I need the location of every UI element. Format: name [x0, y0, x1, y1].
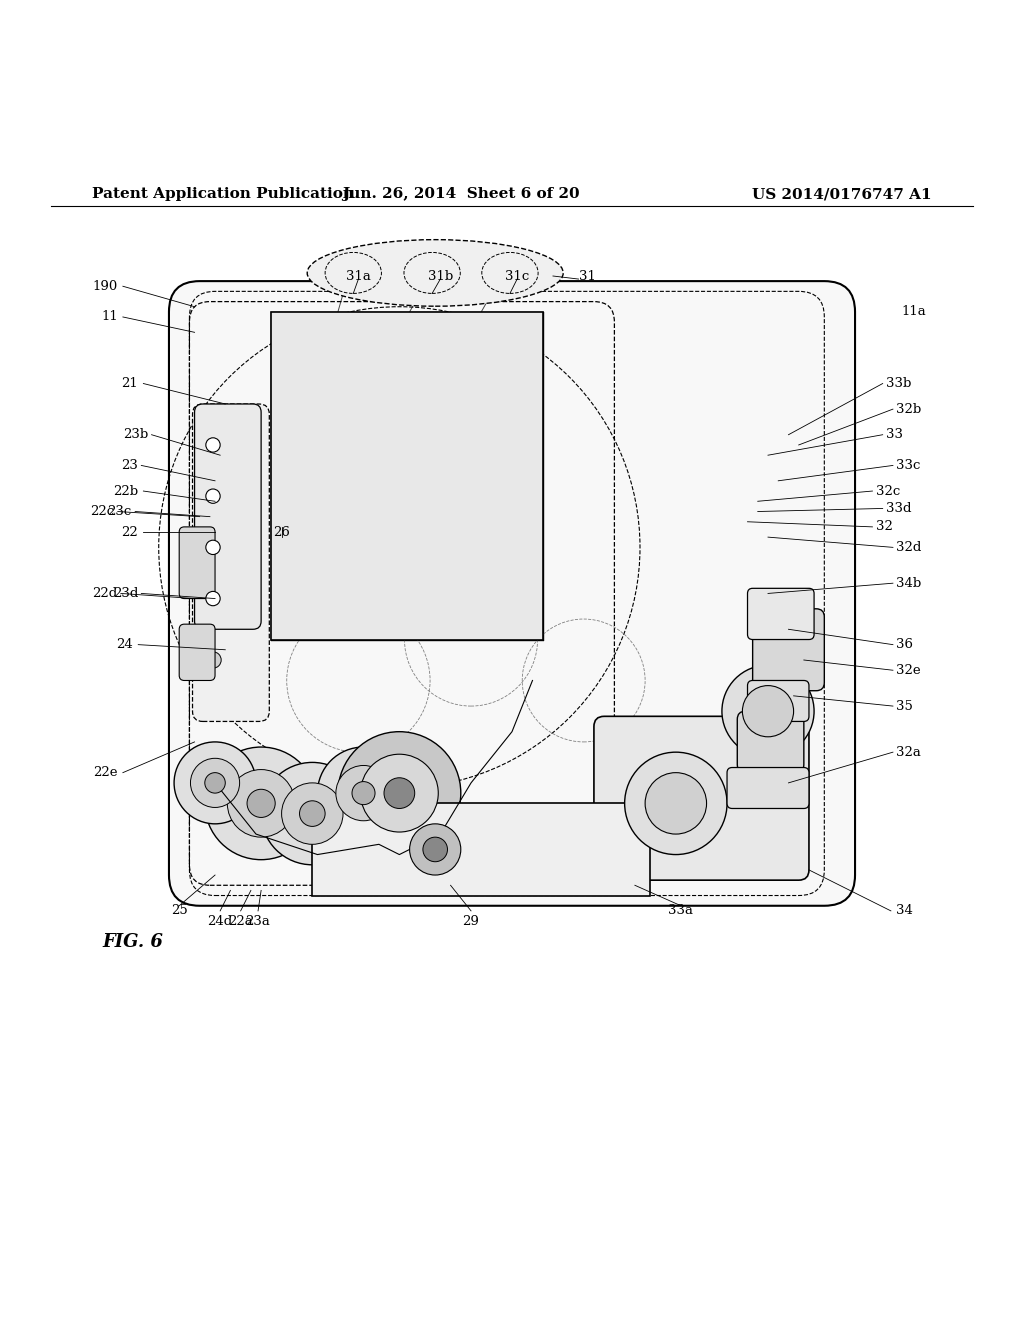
Text: US 2014/0176747 A1: US 2014/0176747 A1 [753, 187, 932, 201]
Text: 32c: 32c [876, 484, 900, 498]
Circle shape [206, 591, 220, 606]
Circle shape [205, 426, 221, 444]
Text: 23: 23 [122, 459, 138, 473]
Text: 32e: 32e [896, 664, 921, 677]
Text: 25: 25 [171, 904, 187, 917]
FancyBboxPatch shape [748, 589, 814, 639]
Text: 31a: 31a [346, 269, 371, 282]
Circle shape [206, 438, 220, 453]
Circle shape [174, 742, 256, 824]
FancyBboxPatch shape [594, 717, 809, 880]
Circle shape [625, 752, 727, 854]
FancyBboxPatch shape [169, 281, 855, 906]
Circle shape [352, 781, 375, 805]
Text: FIG. 6: FIG. 6 [102, 933, 163, 950]
Text: 22c: 22c [90, 506, 115, 517]
Text: 33a: 33a [669, 904, 693, 917]
Text: 22e: 22e [93, 766, 118, 779]
Text: 31: 31 [579, 269, 595, 282]
Circle shape [722, 665, 814, 758]
Text: 32: 32 [876, 520, 892, 533]
Text: 34b: 34b [896, 577, 922, 590]
FancyBboxPatch shape [727, 767, 809, 808]
Text: 23b: 23b [123, 428, 148, 441]
Text: 22b: 22b [113, 484, 138, 498]
Circle shape [261, 763, 364, 865]
FancyBboxPatch shape [753, 609, 824, 690]
Text: 33d: 33d [886, 502, 911, 515]
Text: 32d: 32d [896, 541, 922, 554]
Text: 22a: 22a [228, 915, 253, 928]
Circle shape [384, 777, 415, 808]
Text: 22: 22 [122, 525, 138, 539]
Circle shape [205, 772, 225, 793]
Circle shape [299, 801, 326, 826]
Text: 22d: 22d [92, 587, 118, 599]
Circle shape [742, 685, 794, 737]
Circle shape [206, 540, 220, 554]
Circle shape [336, 766, 391, 821]
Circle shape [206, 488, 220, 503]
Text: 11a: 11a [901, 305, 926, 318]
Circle shape [205, 601, 221, 616]
Circle shape [410, 824, 461, 875]
Circle shape [247, 789, 275, 817]
Circle shape [317, 747, 410, 840]
Text: 32b: 32b [896, 403, 922, 416]
FancyBboxPatch shape [312, 804, 650, 895]
Circle shape [205, 549, 221, 566]
Circle shape [190, 758, 240, 808]
Text: 23a: 23a [246, 915, 270, 928]
Circle shape [423, 837, 447, 862]
Ellipse shape [307, 240, 563, 306]
Text: 24d: 24d [208, 915, 232, 928]
FancyBboxPatch shape [179, 624, 215, 681]
Text: 31c: 31c [505, 269, 529, 282]
Text: 11: 11 [101, 310, 118, 323]
FancyBboxPatch shape [271, 312, 543, 639]
Circle shape [282, 783, 343, 845]
FancyBboxPatch shape [193, 404, 269, 722]
Text: 23c: 23c [106, 506, 131, 517]
Text: 21: 21 [122, 378, 138, 389]
Circle shape [227, 770, 295, 837]
Circle shape [205, 747, 317, 859]
Text: 32a: 32a [896, 746, 921, 759]
Text: 33b: 33b [886, 378, 911, 389]
Circle shape [205, 652, 221, 668]
Text: 33c: 33c [896, 459, 921, 473]
Text: 24: 24 [117, 638, 133, 651]
Text: 34: 34 [896, 904, 912, 917]
FancyBboxPatch shape [748, 681, 809, 722]
Text: 29: 29 [463, 915, 479, 928]
Text: 36: 36 [896, 638, 913, 651]
Text: 35: 35 [896, 700, 912, 713]
Text: 190: 190 [92, 280, 118, 293]
Circle shape [645, 772, 707, 834]
Text: 26: 26 [273, 525, 290, 539]
Circle shape [205, 478, 221, 494]
FancyBboxPatch shape [179, 527, 215, 598]
Circle shape [338, 731, 461, 854]
Text: 31b: 31b [428, 269, 453, 282]
Text: Patent Application Publication: Patent Application Publication [92, 187, 354, 201]
Text: 23d: 23d [113, 587, 138, 599]
Text: 33: 33 [886, 428, 903, 441]
Circle shape [360, 754, 438, 832]
FancyBboxPatch shape [737, 711, 804, 772]
FancyBboxPatch shape [195, 404, 261, 630]
Text: Jun. 26, 2014  Sheet 6 of 20: Jun. 26, 2014 Sheet 6 of 20 [342, 187, 580, 201]
